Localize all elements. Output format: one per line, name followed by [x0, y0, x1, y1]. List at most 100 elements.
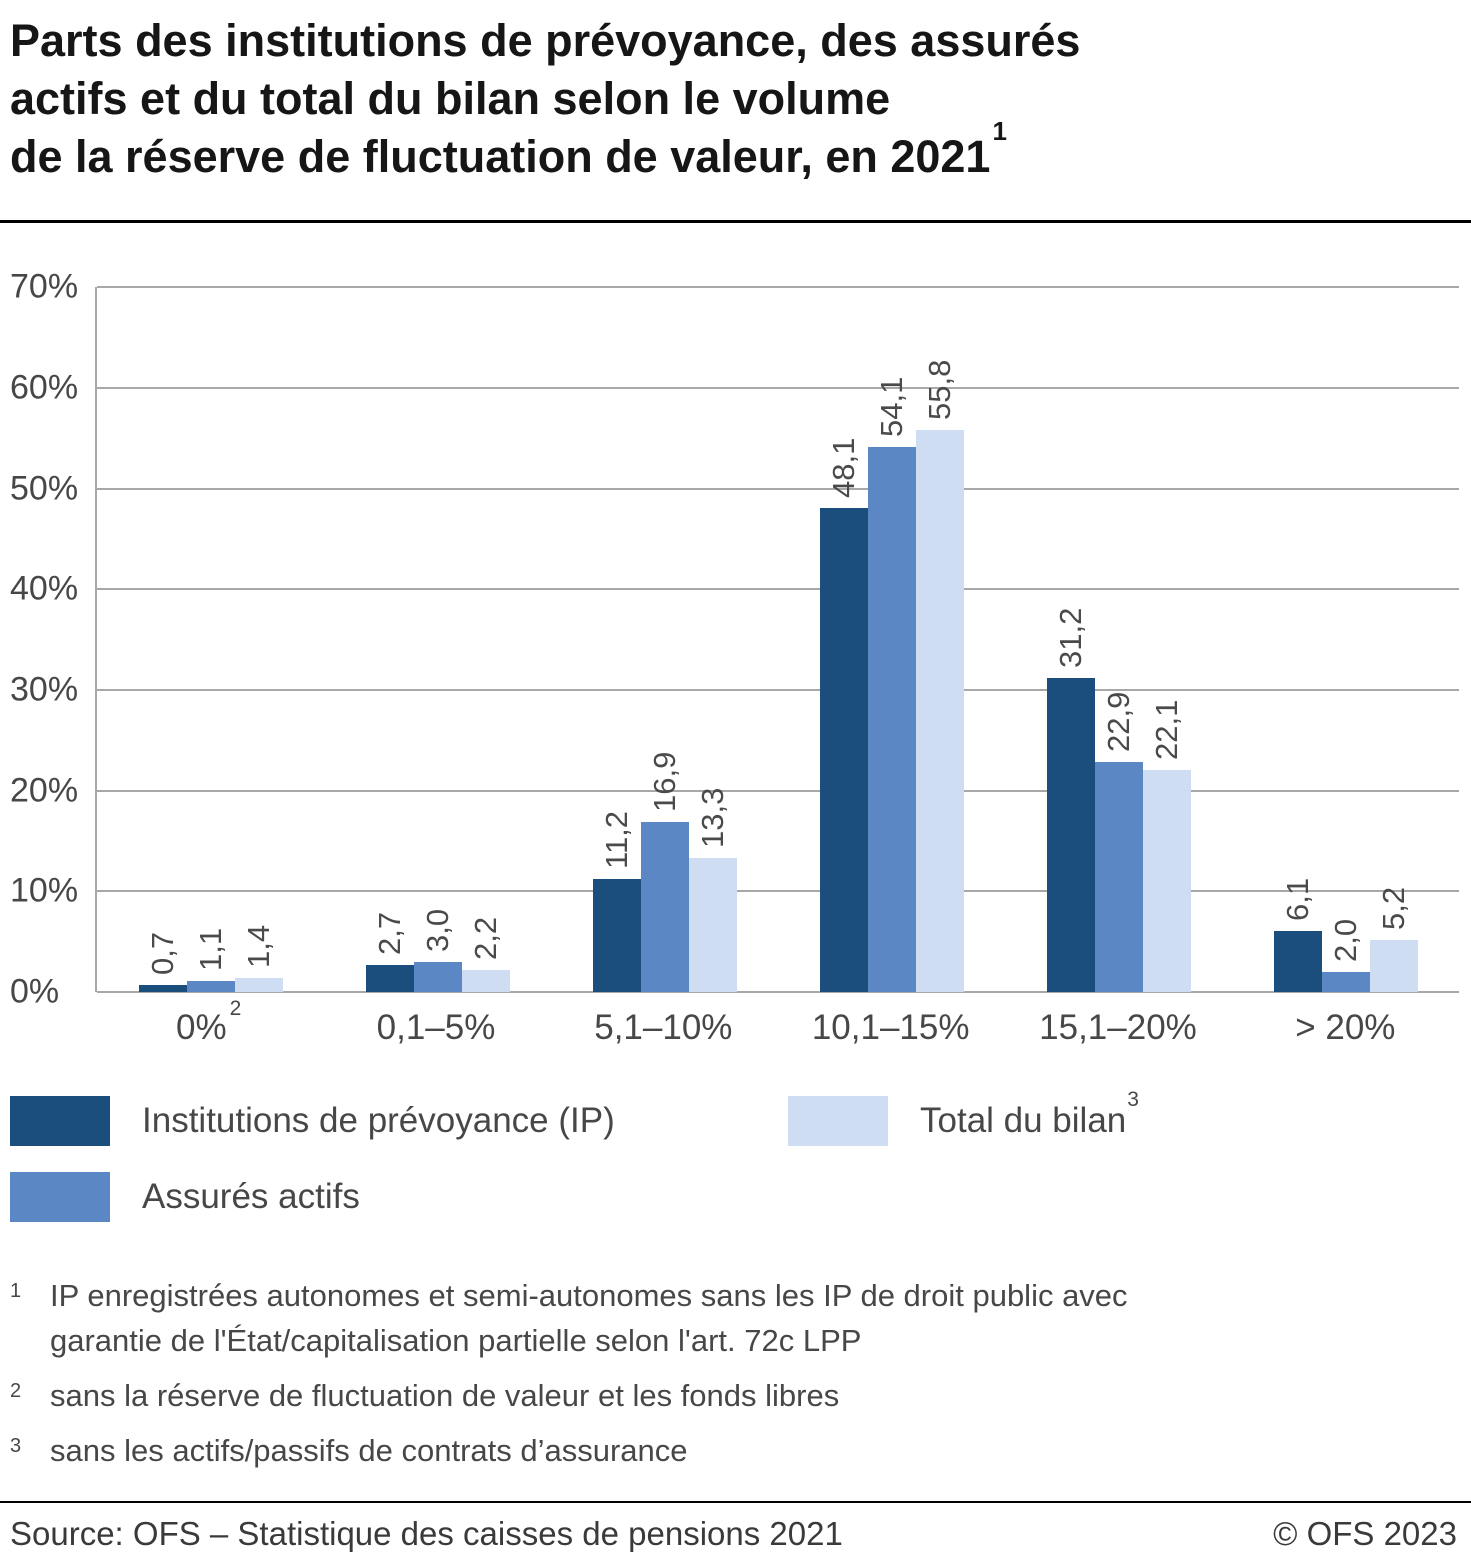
x-category-label: 10,1–15% [811, 1008, 970, 1048]
legend-item-total-bilan: Total du bilan3 [788, 1088, 1459, 1147]
legend-label-total-bilan: Total du bilan3 [920, 1088, 1139, 1141]
page-title-line-2: actifs et du total du bilan selon le vol… [10, 73, 891, 125]
bar-column: 2,2 [461, 287, 510, 993]
bar-column: 1,1 [186, 287, 235, 993]
copyright-text: © OFS 2023 [1273, 1515, 1457, 1552]
bar-value-label: 6,1 [1279, 877, 1315, 921]
footnote-2-marker: 2 [10, 1380, 22, 1403]
bar [640, 821, 689, 993]
y-axis: 70% 60% 50% 40% 30% 20% 10% 0% [10, 268, 92, 1011]
legend-swatch-institutions [10, 1096, 110, 1147]
chart: 70% 60% 50% 40% 30% 20% 10% 0% 0,7 1,1 1,4 2,7 3,0 2… [0, 268, 1471, 1048]
y-tick-label: 70% [10, 267, 79, 306]
y-tick-label: 40% [10, 569, 79, 608]
legend-swatch-assures-actifs [10, 1172, 110, 1223]
gridline [97, 588, 1459, 591]
footnotes: 1 IP enregistrées autonomes et semi-auto… [10, 1274, 1459, 1474]
bar-group: 2,7 3,0 2,2 [324, 287, 551, 993]
bar-group: 6,1 2,0 5,2 [1232, 287, 1459, 993]
bar-value-label: 11,2 [598, 811, 634, 870]
bar-value-label: 31,2 [1052, 607, 1088, 668]
y-tick-label: 10% [10, 871, 79, 910]
x-label-footnote-ref: 2 [229, 997, 242, 1021]
footnote-1-marker: 1 [10, 1280, 22, 1303]
bar-column: 11,2 [592, 287, 641, 993]
y-tick-label: 30% [10, 670, 79, 709]
bar-value-label: 2,0 [1327, 918, 1363, 962]
bar-group: 31,2 22,9 22,1 [1005, 287, 1232, 993]
bar-value-label: 0,7 [144, 931, 180, 976]
gridline [97, 890, 1459, 893]
bar-column: 2,7 [365, 287, 414, 993]
plot-area: 0,7 1,1 1,4 2,7 3,0 2,2 11,2 16,9 13,3 48,1 54,1 55… [95, 286, 1459, 994]
footnote-2: 2 sans la réserve de fluctuation de vale… [10, 1374, 1459, 1419]
bar-group: 48,1 54,1 55,8 [778, 287, 1005, 993]
gridline [97, 487, 1459, 490]
y-tick-label: 20% [10, 771, 79, 810]
bar-value-label: 2,7 [371, 911, 407, 955]
legend-footnote-ref: 3 [1127, 1088, 1139, 1112]
bar [1273, 930, 1322, 993]
bar-value-label: 5,2 [1375, 886, 1411, 930]
legend-label-institutions: Institutions de prévoyance (IP) [142, 1101, 615, 1141]
footnote-3-marker: 3 [10, 1434, 22, 1457]
gridline [97, 789, 1459, 792]
bar-column: 22,9 [1094, 287, 1143, 993]
bar-value-label: 1,1 [192, 927, 228, 972]
bar-value-label: 16,9 [646, 751, 682, 812]
bar-column: 16,9 [640, 287, 689, 993]
x-category-label: > 20% [1295, 1008, 1396, 1048]
gridline [97, 286, 1459, 289]
bar-value-label: 1,4 [240, 924, 276, 969]
bar [819, 507, 868, 993]
bar-column: 48,1 [819, 287, 868, 993]
bar [413, 961, 462, 993]
page-title-line-1: Parts des institutions de prévoyance, de… [10, 15, 1081, 66]
bar [1142, 769, 1191, 993]
bar [461, 969, 510, 993]
bar-value-label: 48,1 [825, 437, 861, 498]
gridline [97, 386, 1459, 389]
bar-column: 1,4 [234, 287, 283, 993]
x-category-label: 0% 2 [176, 997, 242, 1048]
title-footnote-ref: 1 [992, 116, 1007, 147]
bar-column: 2,0 [1321, 287, 1370, 993]
gridline [97, 688, 1459, 691]
bar [1046, 677, 1095, 993]
legend-swatch-total-bilan [788, 1096, 888, 1147]
x-category-label: 0,1–5% [376, 1008, 496, 1048]
y-tick-label: 50% [10, 469, 79, 508]
footnote-3: 3 sans les actifs/passifs de contrats d’… [10, 1429, 1459, 1474]
bar [138, 985, 187, 993]
bar-column: 31,2 [1046, 287, 1095, 993]
x-category-label: 15,1–20% [1039, 1008, 1197, 1048]
bar-column: 5,2 [1369, 287, 1418, 993]
bar [234, 978, 283, 993]
legend: Institutions de prévoyance (IP) Total du… [10, 1088, 1459, 1223]
bar-column: 55,8 [915, 287, 964, 993]
legend-item-institutions: Institutions de prévoyance (IP) [10, 1096, 788, 1147]
bar [186, 981, 235, 993]
bar [915, 430, 964, 993]
x-axis: 0% 2 0,1–5% 5,1–10% 10,1–15% 15,1–20% > 20% [95, 997, 1459, 1048]
bar-column: 3,0 [413, 287, 462, 993]
bar-column: 0,7 [138, 287, 187, 993]
title-divider [0, 220, 1471, 224]
page-title-line-3: de la réserve de fluctuation de valeur, … [10, 116, 1457, 186]
y-tick-label: 0% [10, 972, 60, 1011]
bar-column: 13,3 [688, 287, 737, 993]
bar-value-label: 2,2 [467, 916, 503, 960]
footer: Source: OFS – Statistique des caisses de… [0, 1501, 1471, 1565]
bar-value-label: 22,1 [1148, 699, 1184, 760]
bar-group: 0,7 1,1 1,4 [97, 287, 324, 993]
bar-column: 6,1 [1273, 287, 1322, 993]
bar [1369, 939, 1418, 993]
bar-value-label: 55,8 [921, 359, 957, 421]
bar [1321, 972, 1370, 993]
bar [365, 964, 414, 993]
gridline [97, 991, 1459, 994]
bar [688, 858, 737, 993]
bar [867, 447, 916, 993]
legend-label-assures-actifs: Assurés actifs [142, 1177, 360, 1217]
